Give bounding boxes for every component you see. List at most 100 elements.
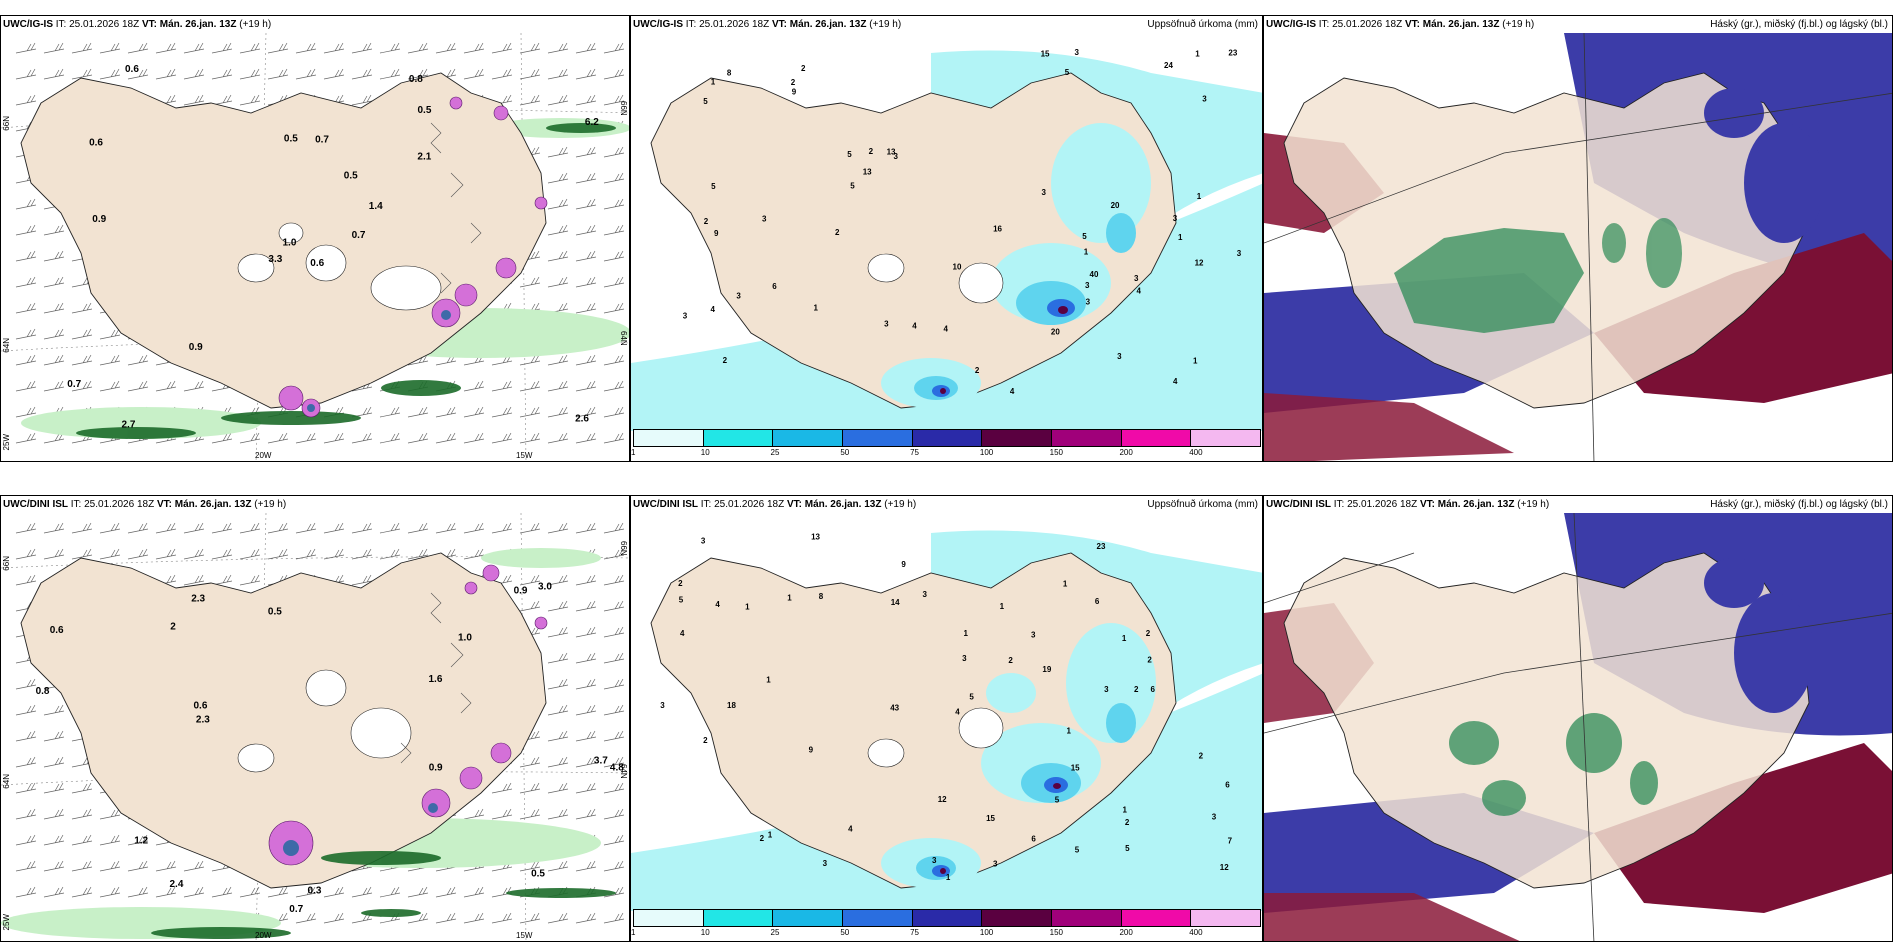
wind-barb xyxy=(43,808,65,820)
wind-barb xyxy=(491,432,513,444)
wind-barb xyxy=(519,782,541,794)
wind-barb xyxy=(43,42,65,54)
value-label: 0.7 xyxy=(315,134,329,145)
wind-barb xyxy=(99,354,121,366)
wind-barb xyxy=(603,522,625,534)
wind-barb xyxy=(463,406,485,418)
value-label: 3 xyxy=(1086,297,1091,306)
value-label: 1 xyxy=(711,77,716,86)
wind-barb xyxy=(323,68,345,80)
wind-barb xyxy=(547,198,569,210)
value-label: 5 xyxy=(679,596,684,605)
value-label: 0.5 xyxy=(284,133,298,144)
value-label: 40 xyxy=(1090,270,1099,279)
wind-barb xyxy=(99,834,121,846)
precip-legend: 1 10 25 50 75 100 150 200 400 xyxy=(631,909,1261,939)
value-label: 20 xyxy=(1051,328,1060,337)
value-label: 12 xyxy=(938,795,947,804)
wind-barb xyxy=(575,808,597,820)
wind-barb xyxy=(547,432,569,444)
wind-barb xyxy=(239,68,261,80)
value-label: 1 xyxy=(1195,49,1200,58)
wind-barb xyxy=(379,68,401,80)
wind-barb xyxy=(15,276,37,288)
value-label: 15 xyxy=(1041,49,1050,58)
wind-barb xyxy=(295,432,317,444)
value-label: 0.7 xyxy=(67,379,81,390)
wind-barb xyxy=(547,250,569,262)
value-label: 3 xyxy=(736,292,741,301)
value-label: 1 xyxy=(964,629,969,638)
value-label: 0.7 xyxy=(352,230,366,241)
wind-barb xyxy=(547,756,569,768)
wind-barb xyxy=(71,42,93,54)
wind-barb xyxy=(99,522,121,534)
lat-label-64n-left: 64N xyxy=(2,338,11,353)
wind-barb xyxy=(435,522,457,534)
lat-label-64n-right: 64N xyxy=(619,331,628,346)
wind-barb xyxy=(547,704,569,716)
lat-label-66n-right: 66N xyxy=(619,101,628,116)
value-label: 43 xyxy=(890,704,899,713)
value-label: 3.0 xyxy=(538,582,552,593)
wind-barb xyxy=(127,522,149,534)
value-label: 4 xyxy=(715,600,720,609)
wind-barb xyxy=(575,276,597,288)
legend-tick: 100 xyxy=(979,448,994,457)
value-label: 3.7 xyxy=(594,756,608,767)
wind-barb xyxy=(547,730,569,742)
wind-barb xyxy=(43,522,65,534)
wind-barb xyxy=(435,406,457,418)
value-label: 0.9 xyxy=(92,214,106,225)
wind-barb xyxy=(15,302,37,314)
wind-barb xyxy=(407,912,429,924)
value-label: 3 xyxy=(683,312,688,321)
wind-barb xyxy=(323,432,345,444)
wind-barb xyxy=(43,756,65,768)
value-label: 1 xyxy=(1000,602,1005,611)
value-label: 0.3 xyxy=(308,886,322,897)
wind-barb xyxy=(43,328,65,340)
wind-barb xyxy=(603,782,625,794)
wind-barb xyxy=(71,548,93,560)
value-label: 0.6 xyxy=(310,258,324,269)
wind-barb xyxy=(575,406,597,418)
lat-label-66n-left: 66N xyxy=(2,116,11,131)
value-label: 3 xyxy=(884,320,889,329)
value-label: 2 xyxy=(801,64,806,73)
wind-barb xyxy=(183,886,205,898)
value-label: 0.8 xyxy=(409,74,423,85)
value-label: 0.5 xyxy=(344,171,358,182)
value-label: 1 xyxy=(1197,192,1202,201)
wind-barb xyxy=(575,172,597,184)
value-label: 1 xyxy=(1123,805,1128,814)
wind-barb xyxy=(603,704,625,716)
wind-barb xyxy=(603,860,625,872)
wind-barb xyxy=(267,886,289,898)
value-label: 0.7 xyxy=(289,904,303,915)
wind-barb xyxy=(603,146,625,158)
wind-barb xyxy=(491,380,513,392)
value-label: 1 xyxy=(1084,248,1089,257)
wind-barb xyxy=(575,94,597,106)
wind-barb xyxy=(267,42,289,54)
wind-barb xyxy=(603,406,625,418)
legend-tick: 400 xyxy=(1189,928,1203,937)
wind-barb xyxy=(519,860,541,872)
wind-barb xyxy=(127,354,149,366)
wind-barb xyxy=(43,860,65,872)
value-label: 2.1 xyxy=(417,152,431,163)
wind-barb xyxy=(407,68,429,80)
value-label: 3 xyxy=(1117,352,1122,361)
legend-tick: 25 xyxy=(770,448,780,457)
wind-barb xyxy=(155,380,177,392)
value-label: 13 xyxy=(811,533,820,542)
value-label: 0.6 xyxy=(89,138,103,149)
value-label: 10 xyxy=(953,262,962,271)
value-label: 3 xyxy=(1212,813,1217,822)
wind-barb xyxy=(267,522,289,534)
value-label: 1.0 xyxy=(283,237,297,248)
wind-barb xyxy=(463,808,485,820)
panel-subtitle: Uppsöfnuð úrkoma (mm) xyxy=(1147,19,1258,30)
wind-barb xyxy=(463,68,485,80)
